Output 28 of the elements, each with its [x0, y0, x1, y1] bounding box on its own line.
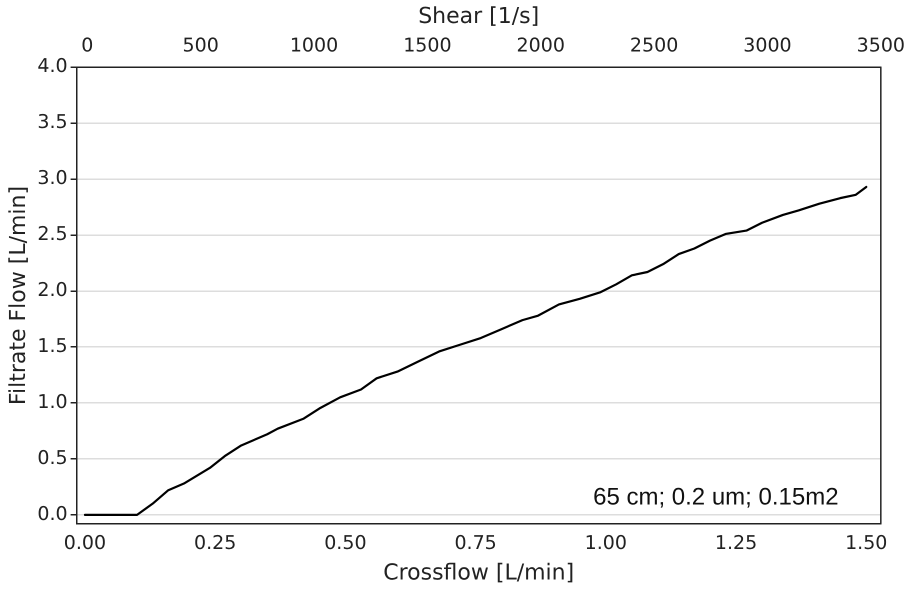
x2-axis-title: Shear [1/s]: [418, 4, 540, 29]
annotation: 65 cm; 0.2 um; 0.15m2: [593, 483, 839, 510]
y-tick-label: 2.0: [37, 278, 68, 301]
y-axis-title: Filtrate Flow [L/min]: [6, 186, 31, 406]
x-tick-label: 0.00: [64, 532, 106, 554]
x2-tick-label: 2000: [516, 34, 565, 57]
y-tick-label: 4.0: [37, 55, 68, 78]
y-tick-label: 0.0: [37, 502, 68, 525]
y-tick-label: 3.0: [37, 167, 68, 190]
y-tick-label: 1.5: [37, 334, 68, 357]
x-tick-label: 1.50: [845, 532, 888, 554]
y-tick-label: 2.5: [37, 223, 68, 246]
x-tick-label: 0.25: [194, 532, 236, 554]
x2-tick-label: 3500: [856, 34, 906, 57]
x2-tick-label: 1000: [290, 34, 338, 57]
x-tick-label: 0.50: [324, 532, 367, 554]
x2-tick-label: 1500: [403, 34, 452, 57]
y-tick-label: 1.0: [37, 390, 68, 413]
x-tick-label: 1.00: [584, 532, 627, 554]
y-tick-label: 0.5: [37, 446, 68, 469]
x-axis-title: Crossflow [L/min]: [383, 560, 574, 586]
x2-tick-label: 2500: [630, 34, 678, 57]
x-tick-label: 0.75: [454, 532, 497, 554]
y-tick-label: 3.5: [37, 111, 68, 134]
x2-tick-label: 3000: [743, 34, 792, 57]
x2-tick-label: 0: [81, 34, 94, 57]
x-tick-label: 1.25: [714, 532, 758, 554]
x2-tick-label: 500: [182, 34, 219, 57]
